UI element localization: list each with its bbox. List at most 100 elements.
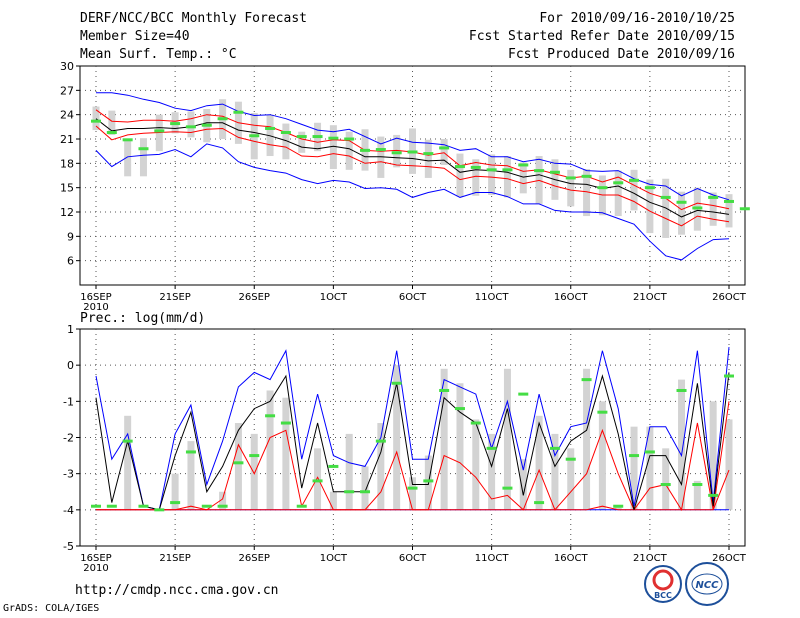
member-spread-box	[646, 426, 654, 510]
y-tick-label: 15	[60, 182, 74, 195]
x-tick-label: 21SEP	[159, 292, 190, 303]
median-marker	[265, 414, 276, 418]
ncc-logo-text: NCC	[695, 580, 719, 591]
median-marker	[549, 446, 560, 450]
plot-frame	[79, 65, 746, 286]
fcst-started-date: Fcst Started Refer Date 2010/09/15	[468, 29, 735, 44]
median-marker	[201, 504, 212, 508]
member-spread-box	[503, 368, 511, 510]
median-marker	[154, 508, 165, 512]
median-marker	[676, 388, 687, 392]
median-marker	[312, 479, 323, 483]
member-spread-box	[282, 123, 290, 160]
member-spread-box	[583, 368, 591, 510]
member-spread-box	[614, 170, 622, 217]
median-marker	[407, 486, 418, 490]
median-marker	[581, 378, 592, 382]
median-marker	[676, 200, 687, 204]
member-spread-box	[709, 192, 717, 226]
member-spread-box	[345, 433, 353, 510]
y-tick-label: -1	[63, 395, 74, 408]
median-marker	[360, 490, 371, 494]
x-tick-label: 16OCT	[554, 292, 589, 303]
median-marker	[629, 454, 640, 458]
median-marker	[565, 176, 576, 180]
max-envelope-line	[95, 347, 730, 511]
median-marker	[106, 131, 117, 135]
member-spread-box	[693, 480, 701, 510]
median-marker	[660, 483, 671, 487]
median-marker	[724, 199, 734, 203]
member-spread-box	[709, 401, 717, 510]
median-marker	[502, 168, 513, 172]
x-tick-label: 6OCT	[399, 292, 427, 303]
ncc-logo-ring	[685, 562, 729, 606]
y-tick-label: 24	[60, 109, 74, 122]
median-marker	[328, 464, 339, 468]
median-marker	[280, 131, 291, 135]
median-marker	[91, 504, 101, 508]
member-spread-box	[725, 419, 733, 510]
member-spread-box	[646, 179, 654, 234]
median-marker	[375, 439, 386, 443]
y-tick-label: 18	[60, 157, 74, 170]
median-marker	[312, 135, 323, 139]
median-marker	[629, 178, 640, 182]
x-tick-year: 2010	[83, 302, 108, 313]
y-tick-label: 30	[60, 60, 74, 73]
member-spread-box	[329, 125, 337, 170]
ensemble-mean-line	[95, 372, 730, 511]
median-marker	[122, 439, 133, 443]
member-spread-box	[583, 169, 591, 217]
median-marker	[407, 150, 418, 154]
median-marker	[296, 135, 307, 139]
member-spread-box	[456, 153, 464, 197]
median-marker	[391, 151, 402, 155]
median-marker	[613, 181, 624, 185]
member-spread-box	[171, 473, 179, 510]
member-spread-box	[472, 159, 480, 196]
median-marker	[534, 169, 545, 173]
member-spread-box	[598, 401, 606, 510]
median-marker	[724, 374, 734, 378]
member-spread-box	[630, 426, 638, 510]
median-marker	[217, 117, 228, 121]
median-marker	[249, 454, 260, 458]
x-tick-label: 21OCT	[633, 553, 668, 564]
y-tick-label: -4	[63, 504, 74, 517]
median-marker	[486, 446, 497, 450]
median-marker	[439, 146, 450, 150]
x-tick-label: 26OCT	[712, 553, 747, 564]
median-marker	[597, 410, 608, 414]
median-marker	[644, 450, 655, 454]
member-spread-box	[678, 191, 686, 235]
median-marker	[122, 138, 133, 142]
x-tick-label: 16SEP	[80, 292, 111, 303]
median-marker	[185, 450, 196, 454]
bcc-logo: BCC	[644, 565, 682, 603]
y-tick-label: -3	[63, 468, 74, 481]
x-tick-label: 1OCT	[320, 292, 348, 303]
chart-title: DERF/NCC/BCC Monthly Forecast	[80, 11, 307, 26]
member-spread-box	[108, 110, 116, 135]
member-spread-box	[234, 423, 242, 510]
lower-percentile-line	[96, 469, 730, 511]
median-marker	[581, 174, 592, 178]
median-marker	[470, 165, 481, 169]
median-marker	[486, 168, 497, 172]
median-marker	[138, 147, 149, 151]
member-spread-box	[219, 491, 227, 510]
x-tick-label: 16OCT	[554, 553, 589, 564]
member-spread-box	[124, 139, 132, 177]
median-marker	[518, 392, 529, 396]
y-tick-label: 27	[60, 84, 74, 97]
member-spread-box	[678, 379, 686, 510]
median-marker	[201, 123, 212, 127]
median-marker	[549, 170, 560, 174]
y-tick-label: -5	[63, 540, 74, 553]
member-spread-box	[187, 441, 195, 510]
median-marker	[660, 195, 671, 199]
member-spread-box	[282, 397, 290, 510]
median-marker	[328, 136, 339, 140]
